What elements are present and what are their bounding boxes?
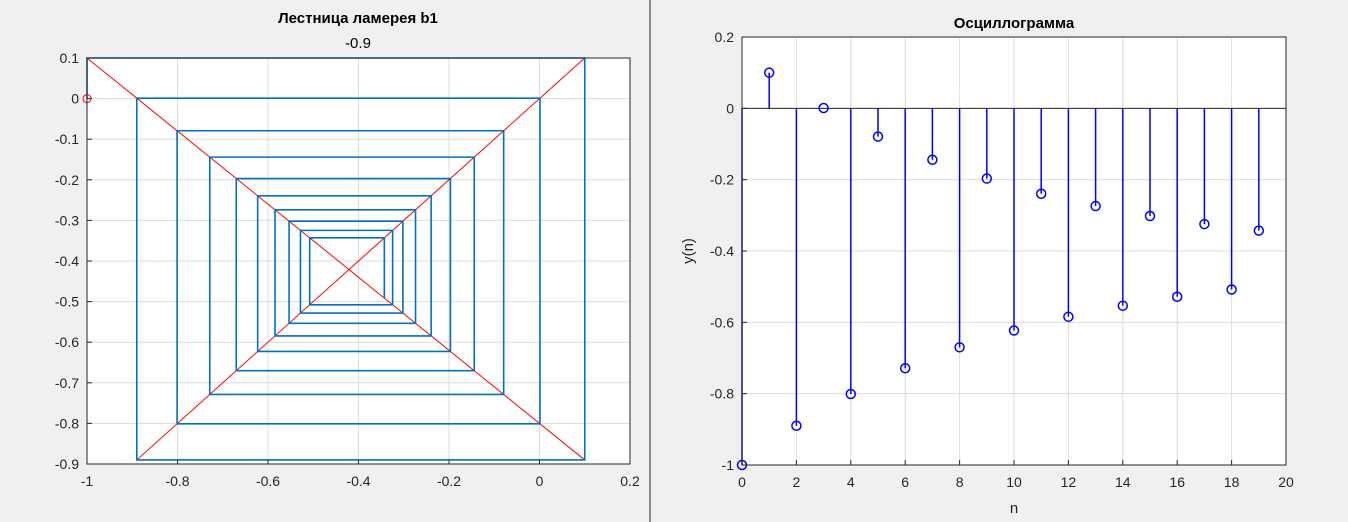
stem-marker [1035, 188, 1047, 200]
stem-marker [1090, 200, 1101, 212]
y-tick-label: -0.4 [710, 243, 734, 259]
stem-marker [763, 67, 775, 78]
stem-marker [1253, 225, 1265, 236]
y-tick-label: -0.9 [55, 456, 79, 472]
stem-marker [791, 420, 802, 432]
axis-box [86, 57, 631, 465]
cobweb-chart: -1 -0.8 -0.6 -0.4 -0.2 0 0.2 0.1 0 -0.1 -0.2 -0.3 -… [55, 10, 640, 489]
series-layer [736, 67, 1286, 471]
x-tick-label: 0.2 [620, 473, 640, 489]
axis-box [741, 36, 1287, 466]
x-tick-labels: 0 2 4 6 8 10 12 14 16 18 20 [738, 474, 1294, 490]
x-axis-label: n [1010, 500, 1018, 517]
x-tick-label: 0 [738, 474, 746, 490]
x-tick-label: -0.6 [256, 473, 280, 489]
x-tick-label: -0.4 [346, 473, 370, 489]
stem-marker [1117, 300, 1129, 311]
series-layer [82, 57, 586, 461]
y-tick-label: -1 [722, 457, 735, 473]
y-tick-label: 0 [726, 100, 734, 116]
x-tick-labels: -1 -0.8 -0.6 -0.4 -0.2 0 0.2 [81, 473, 640, 489]
cobweb-staircase [86, 57, 586, 461]
stem-marker [1171, 291, 1183, 303]
y-tick-label: 0 [71, 91, 79, 107]
stem-marker [845, 388, 857, 400]
y-tick-label: 0.2 [715, 29, 735, 45]
chart-title: Лестница ламерея b1 [278, 10, 438, 27]
x-tick-label: 4 [847, 474, 855, 490]
x-tick-label: 16 [1169, 474, 1185, 490]
chart-title: Осциллограмма [954, 15, 1075, 32]
identity-line [136, 57, 586, 461]
stem-marker [927, 154, 938, 166]
x-tick-label: -0.8 [165, 473, 189, 489]
y-tick-labels: 0.2 0 -0.2 -0.4 -0.6 -0.8 -1 [710, 29, 734, 473]
x-tick-label: 8 [956, 474, 964, 490]
oscillogram-chart: 0 2 4 6 8 10 12 14 16 18 20 0.2 0 -0.2 -0.4 -0.6 -0.8 -1… [680, 15, 1294, 517]
x-tick-label: 2 [793, 474, 801, 490]
y-tick-label: -0.5 [55, 294, 79, 310]
stem-marker [954, 342, 965, 353]
stem-marker [981, 173, 993, 184]
x-tick-label: 10 [1006, 474, 1022, 490]
stem-marker [899, 362, 911, 374]
y-tick-labels: 0.1 0 -0.1 -0.2 -0.3 -0.4 -0.5 -0.6 -0.7 -0.8 -0.9 [55, 50, 79, 472]
x-tick-label: 20 [1278, 474, 1294, 490]
stem-marker [1063, 311, 1074, 323]
y-tick-label: -0.2 [710, 172, 734, 188]
stem-marker [818, 102, 829, 114]
y-tick-label: -0.6 [55, 334, 79, 350]
map-line [86, 57, 586, 461]
stem-marker [1199, 218, 1210, 230]
y-tick-label: -0.8 [55, 415, 79, 431]
chart-subtitle: -0.9 [345, 35, 371, 52]
x-tick-label: 12 [1061, 474, 1077, 490]
y-tick-label: -0.4 [55, 253, 79, 269]
y-tick-label: 0.1 [60, 50, 80, 66]
x-tick-label: -0.2 [437, 473, 461, 489]
x-tick-label: -1 [81, 473, 94, 489]
y-tick-label: -0.6 [710, 314, 734, 330]
stem-marker [872, 131, 884, 142]
y-tick-label: -0.2 [55, 172, 79, 188]
y-tick-label: -0.7 [55, 375, 79, 391]
y-tick-label: -0.8 [710, 386, 734, 402]
y-tick-label: -0.3 [55, 212, 79, 228]
x-tick-label: 0 [536, 473, 544, 489]
stem-marker [1144, 210, 1156, 222]
stem-marker [1226, 284, 1237, 295]
figure-divider [649, 0, 651, 522]
x-tick-label: 14 [1115, 474, 1131, 490]
y-tick-label: -0.1 [55, 131, 79, 147]
x-tick-label: 6 [901, 474, 909, 490]
x-tick-label: 18 [1224, 474, 1240, 490]
y-axis-label: y(n) [680, 238, 697, 264]
stem-marker [1008, 325, 1020, 336]
